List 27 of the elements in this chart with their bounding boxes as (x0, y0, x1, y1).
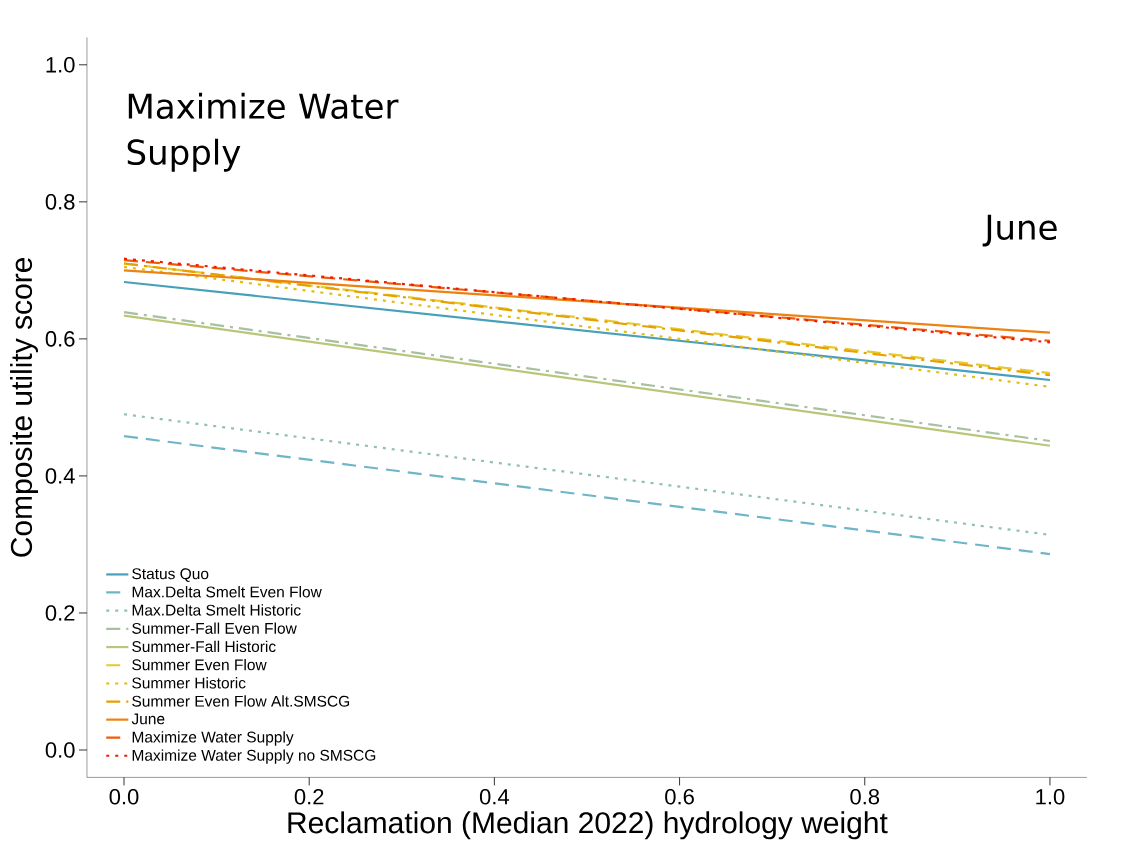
legend-label: Summer-Fall Historic (132, 640, 276, 653)
y-tick-label: 0.6 (45, 331, 75, 347)
legend-label: Summer Even Flow Alt.SMSCG (132, 695, 350, 707)
x-tick-label: 1.0 (1036, 788, 1065, 805)
x-tick-label: 0.2 (294, 788, 324, 805)
legend-label: Summer Even Flow (132, 658, 267, 671)
legend-label: Max.Delta Smelt Even Flow (132, 586, 322, 598)
legend-label: Max.Delta Smelt Historic (132, 604, 301, 616)
x-tick-label: 0.8 (850, 788, 880, 805)
annotation: June (982, 214, 1057, 247)
x-tick-label: 0.4 (479, 788, 510, 805)
y-tick-label: 0.2 (45, 605, 75, 621)
legend-label: Maximize Water Supply (132, 731, 294, 746)
x-tick-label: 0.6 (665, 788, 694, 805)
legend-label: June (131, 713, 165, 725)
x-tick-label: 0.0 (109, 788, 139, 805)
x-axis-title: Reclamation (Median 2022) hydrology weight (288, 811, 888, 840)
legend-label: Maximize Water Supply no SMSCG (132, 749, 376, 764)
y-axis-title: Composite utility score (10, 257, 39, 557)
legend-label: Status Quo (132, 568, 209, 583)
legend-label: Summer-Fall Even Flow (132, 622, 297, 634)
y-tick-label: 0.8 (45, 194, 75, 210)
y-tick-label: 0.4 (45, 468, 75, 484)
annotation: Maximize Water Supply (127, 92, 399, 172)
y-tick-label: 1.0 (46, 57, 75, 73)
legend-label: Summer Historic (132, 677, 246, 689)
y-tick-label: 0.0 (45, 742, 75, 758)
